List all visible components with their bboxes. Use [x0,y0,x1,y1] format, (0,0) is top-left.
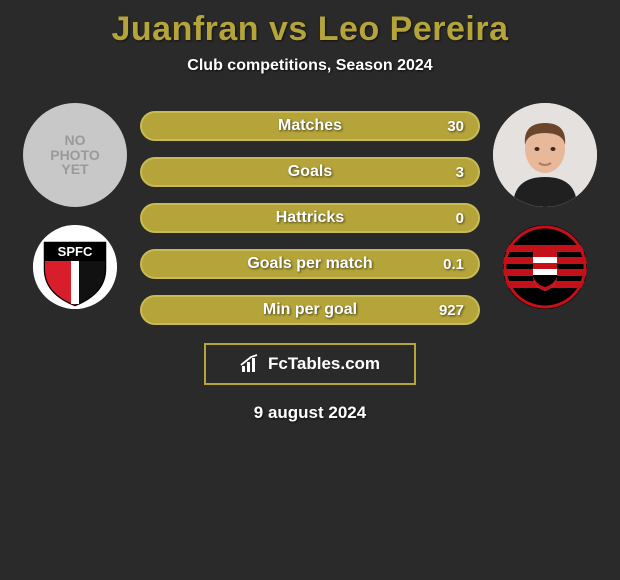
no-photo-line: YET [50,162,100,177]
page-title: Juanfran vs Leo Pereira [111,10,508,49]
player-left-avatar: NO PHOTO YET [23,103,127,207]
chart-icon [240,354,262,374]
stat-bar: Matches 30 [140,111,480,141]
comparison-row: NO PHOTO YET SPFC Matches [0,103,620,325]
stat-label: Goals per match [247,255,372,273]
spfc-shield-icon: SPFC [33,225,117,309]
date-label: 9 august 2024 [254,403,366,423]
stat-bar: Min per goal 927 [140,295,480,325]
no-photo-label: NO PHOTO YET [50,133,100,177]
stat-value-right: 0.1 [443,256,464,273]
subtitle: Club competitions, Season 2024 [187,57,432,75]
watermark-text: FcTables.com [268,354,380,374]
svg-text:SPFC: SPFC [58,244,93,259]
stat-label: Goals [288,163,332,181]
comparison-card: Juanfran vs Leo Pereira Club competition… [0,0,620,433]
stat-value-right: 927 [439,302,464,319]
club-left-badge: SPFC [33,225,117,309]
stat-value-right: 0 [456,210,464,227]
club-right-badge [503,225,587,309]
stat-bar: Goals 3 [140,157,480,187]
player-photo-icon [493,103,597,207]
stat-label: Hattricks [276,209,344,227]
stat-value-right: 3 [456,164,464,181]
stat-bar: Hattricks 0 [140,203,480,233]
player-right-avatar [493,103,597,207]
player-right-column [480,103,610,309]
stat-label: Min per goal [263,301,357,319]
no-photo-line: NO [50,133,100,148]
player-left-column: NO PHOTO YET SPFC [10,103,140,309]
flamengo-badge-icon [503,225,587,309]
stat-bar: Goals per match 0.1 [140,249,480,279]
stat-value-right: 30 [447,118,464,135]
stats-bars: Matches 30 Goals 3 Hattricks 0 Goals per… [140,103,480,325]
stat-label: Matches [278,117,342,135]
no-photo-line: PHOTO [50,148,100,163]
watermark[interactable]: FcTables.com [204,343,416,385]
